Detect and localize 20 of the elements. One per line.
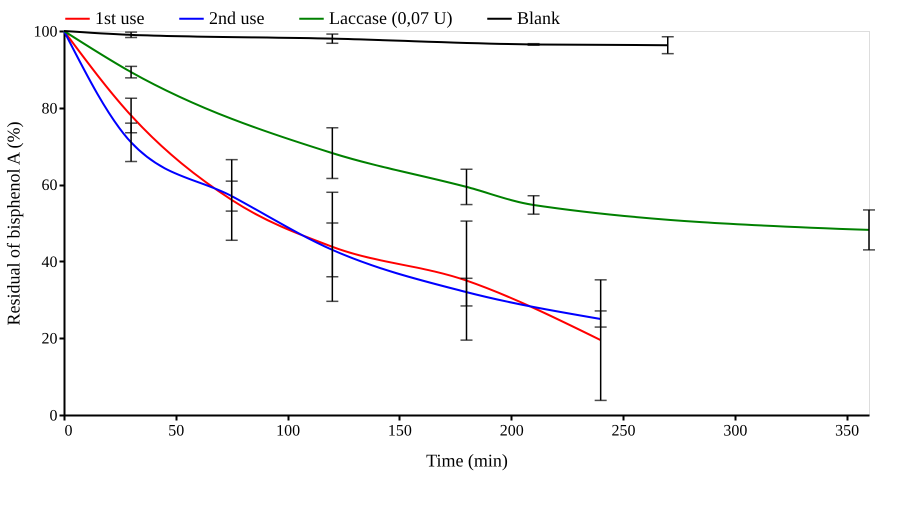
y-tick-label: 100 [34, 24, 58, 40]
legend-label: 2nd use [209, 8, 265, 28]
legend-label: 1st use [95, 8, 145, 28]
y-axis-title: Residual of bisphenol A (%) [4, 122, 24, 326]
x-tick-label: 50 [168, 422, 184, 440]
x-tick-label: 0 [64, 422, 72, 440]
legend-label: Blank [517, 8, 560, 28]
x-tick-label: 150 [388, 422, 412, 440]
y-tick-label: 80 [42, 100, 58, 118]
x-axis-title: Time (min) [426, 450, 508, 470]
x-tick-label: 250 [612, 422, 636, 440]
x-tick-label: 350 [835, 422, 860, 440]
x-tick-label: 100 [276, 422, 300, 440]
x-tick-label: 300 [723, 422, 748, 440]
x-tick-label: 200 [500, 422, 524, 440]
y-tick-label: 0 [50, 408, 58, 424]
legend-label: Laccase (0,07 U) [329, 8, 452, 28]
y-tick-label: 40 [42, 254, 58, 271]
y-tick-label: 60 [42, 177, 58, 194]
y-tick-label: 20 [42, 330, 58, 348]
